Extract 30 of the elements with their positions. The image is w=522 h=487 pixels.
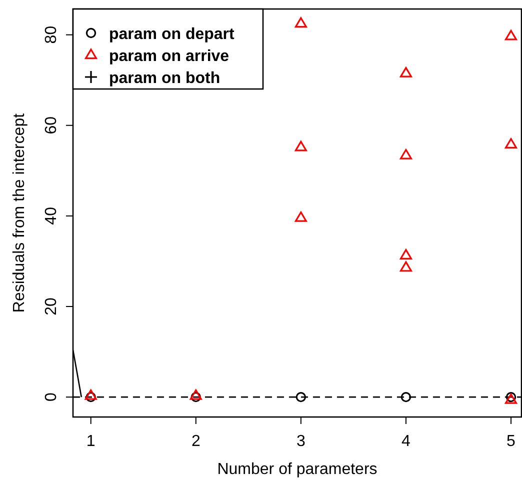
x-axis-title: Number of parameters [217, 461, 378, 478]
point [400, 249, 412, 260]
y-tick-label: 0 [43, 392, 60, 402]
y-tick-label: 80 [43, 26, 60, 44]
y-axis-title: Residuals from the intercept [11, 112, 28, 313]
y-tick-label: 60 [43, 116, 60, 134]
legend-label: param on arrive [109, 48, 230, 65]
point [296, 392, 306, 402]
point [400, 67, 412, 78]
point [400, 392, 412, 402]
point [86, 392, 96, 402]
point [190, 392, 201, 402]
y-tick-label: 40 [43, 206, 60, 225]
point [400, 148, 412, 160]
point [504, 138, 518, 148]
x-tick-label: 2 [191, 433, 200, 450]
y-tick-label: 20 [43, 298, 60, 316]
point [84, 389, 97, 400]
x-tick-label: 5 [506, 433, 516, 450]
point [294, 211, 307, 222]
legend-label: param on depart [109, 26, 236, 43]
x-tick-label: 1 [86, 433, 96, 450]
point [190, 389, 202, 400]
point [504, 30, 518, 40]
point [400, 261, 412, 272]
x-tick-label: 3 [296, 433, 306, 450]
point [294, 17, 307, 28]
x-tick-label: 4 [402, 433, 411, 450]
point [294, 140, 307, 152]
legend-label: param on both [109, 70, 220, 87]
